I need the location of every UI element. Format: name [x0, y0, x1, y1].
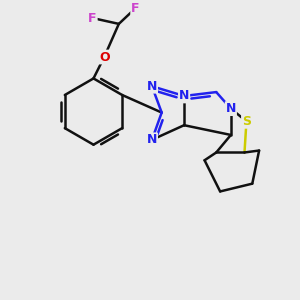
Text: O: O	[99, 50, 110, 64]
Text: N: N	[226, 102, 236, 115]
Text: N: N	[179, 89, 189, 103]
Text: F: F	[131, 2, 140, 15]
Text: N: N	[147, 133, 157, 146]
Text: N: N	[147, 80, 157, 93]
Text: S: S	[242, 115, 251, 128]
Text: F: F	[88, 11, 97, 25]
